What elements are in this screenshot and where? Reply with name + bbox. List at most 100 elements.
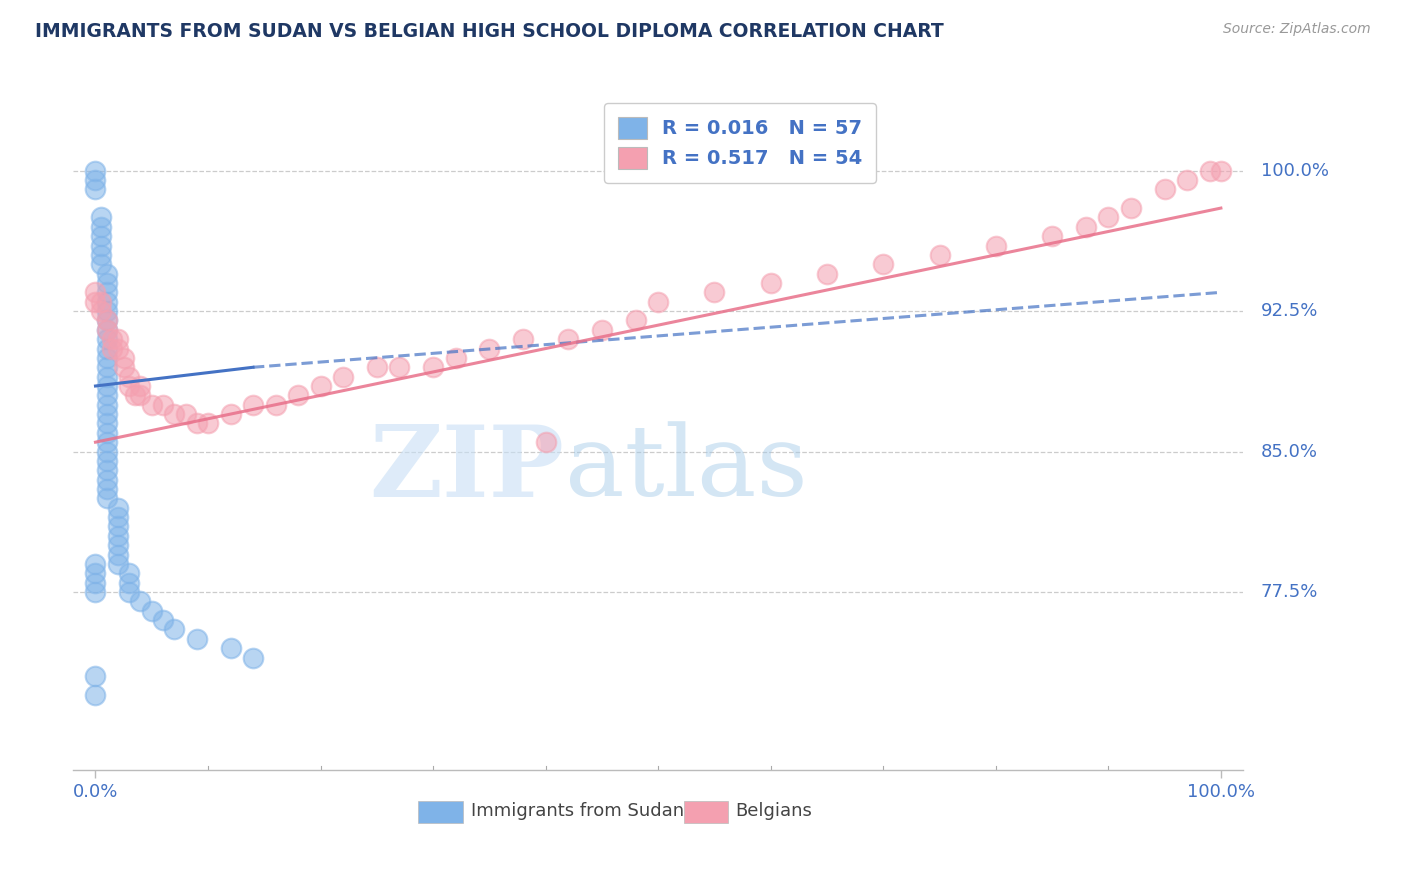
Point: [107, 538, 129, 552]
Point: [107, 332, 129, 346]
Point: [309, 379, 332, 393]
Text: 85.0%: 85.0%: [1261, 442, 1317, 460]
Point: [84, 173, 107, 187]
Point: [96, 407, 118, 421]
Text: 100.0%: 100.0%: [1261, 161, 1329, 179]
Point: [118, 585, 141, 599]
Text: Immigrants from Sudan: Immigrants from Sudan: [471, 802, 685, 820]
Point: [366, 360, 388, 375]
Point: [90, 304, 112, 318]
Point: [129, 388, 152, 402]
Point: [1040, 229, 1063, 244]
Point: [96, 398, 118, 412]
Point: [96, 463, 118, 477]
Point: [163, 407, 186, 421]
Point: [1119, 201, 1142, 215]
Point: [84, 688, 107, 702]
Point: [591, 323, 613, 337]
Point: [129, 379, 152, 393]
Point: [96, 454, 118, 468]
Point: [647, 294, 669, 309]
Point: [219, 407, 242, 421]
Point: [118, 566, 141, 581]
Point: [96, 417, 118, 431]
Point: [84, 585, 107, 599]
Text: Belgians: Belgians: [735, 802, 813, 820]
Point: [124, 388, 146, 402]
Point: [107, 529, 129, 543]
Point: [96, 425, 118, 440]
Point: [90, 248, 112, 262]
Point: [84, 557, 107, 571]
Point: [96, 379, 118, 393]
Point: [84, 575, 107, 590]
Point: [96, 491, 118, 506]
Point: [84, 566, 107, 581]
Point: [96, 369, 118, 384]
Point: [152, 398, 174, 412]
Point: [90, 294, 112, 309]
Point: [107, 510, 129, 524]
Point: [96, 435, 118, 450]
Point: [107, 519, 129, 533]
Point: [107, 342, 129, 356]
Point: [96, 294, 118, 309]
Point: [96, 360, 118, 375]
Point: [174, 407, 197, 421]
Point: [928, 248, 950, 262]
Point: [96, 313, 118, 327]
Point: [186, 632, 208, 646]
Text: IMMIGRANTS FROM SUDAN VS BELGIAN HIGH SCHOOL DIPLOMA CORRELATION CHART: IMMIGRANTS FROM SUDAN VS BELGIAN HIGH SC…: [35, 22, 943, 41]
Point: [118, 369, 141, 384]
Point: [759, 276, 782, 290]
Point: [163, 623, 186, 637]
Point: [107, 557, 129, 571]
Point: [624, 313, 647, 327]
Point: [152, 613, 174, 627]
Point: [84, 285, 107, 300]
Point: [96, 351, 118, 365]
Point: [96, 285, 118, 300]
Text: atlas: atlas: [565, 421, 807, 517]
Point: [96, 473, 118, 487]
Point: [90, 257, 112, 271]
Point: [1074, 219, 1097, 234]
Point: [186, 417, 208, 431]
Point: [84, 182, 107, 196]
Point: [101, 342, 124, 356]
Point: [96, 342, 118, 356]
Point: [219, 641, 242, 656]
Point: [478, 342, 501, 356]
Point: [1097, 211, 1119, 225]
Point: [90, 219, 112, 234]
Point: [84, 163, 107, 178]
Point: [1153, 182, 1175, 196]
Point: [534, 435, 557, 450]
Point: [1209, 163, 1232, 178]
Point: [815, 267, 838, 281]
Legend: R = 0.016   N = 57, R = 0.517   N = 54: R = 0.016 N = 57, R = 0.517 N = 54: [605, 103, 876, 183]
Point: [264, 398, 287, 412]
Point: [1175, 173, 1198, 187]
Point: [242, 650, 264, 665]
Point: [1198, 163, 1220, 178]
Point: [96, 323, 118, 337]
Point: [141, 604, 163, 618]
Point: [90, 238, 112, 252]
Point: [118, 379, 141, 393]
Point: [242, 398, 264, 412]
Point: [96, 323, 118, 337]
Text: 92.5%: 92.5%: [1261, 302, 1319, 320]
FancyBboxPatch shape: [683, 801, 728, 823]
Point: [96, 276, 118, 290]
Point: [872, 257, 894, 271]
Point: [129, 594, 152, 608]
FancyBboxPatch shape: [418, 801, 463, 823]
Point: [197, 417, 219, 431]
Point: [96, 313, 118, 327]
Point: [96, 482, 118, 496]
Point: [118, 575, 141, 590]
Point: [141, 398, 163, 412]
Point: [422, 360, 444, 375]
Point: [112, 351, 135, 365]
